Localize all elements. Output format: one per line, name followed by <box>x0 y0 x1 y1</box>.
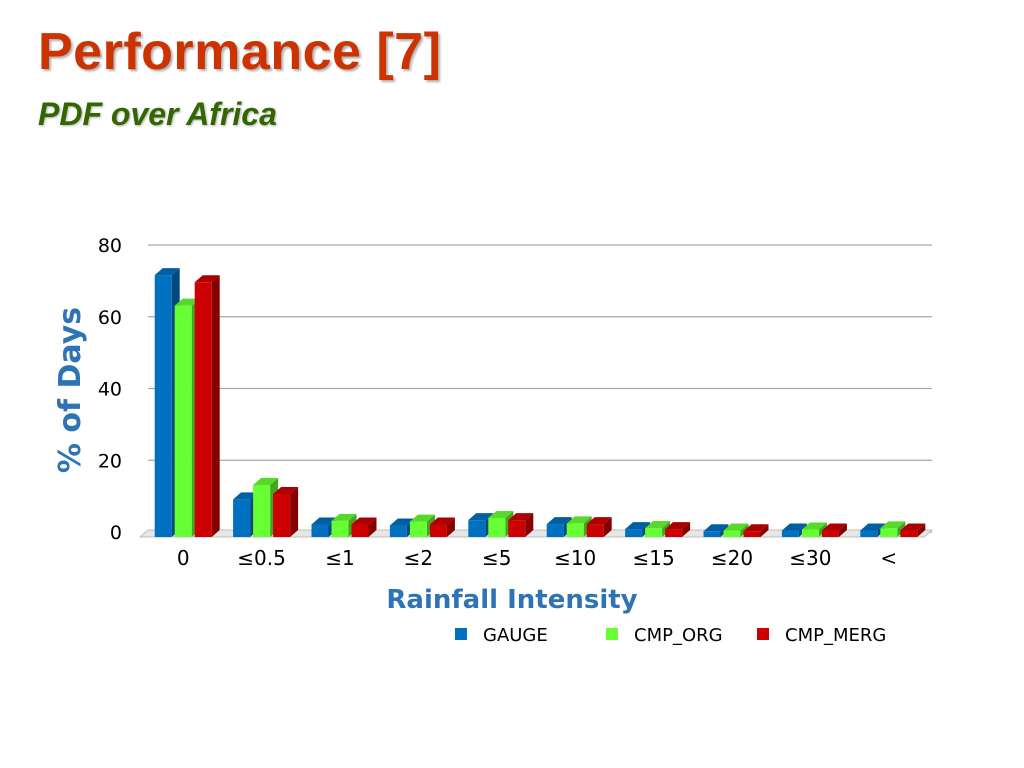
x-tick-label: ≤10 <box>554 546 596 570</box>
legend-label: CMP_ORG <box>634 625 723 646</box>
y-tick-label: 60 <box>98 307 122 329</box>
x-tick-label: ≤0.5 <box>237 546 286 570</box>
legend-swatch <box>455 628 467 640</box>
x-tick-label: 0 <box>177 546 190 570</box>
x-tick-label: ≤15 <box>632 546 674 570</box>
bar-cmp-merg <box>273 486 299 537</box>
bar-cmp-merg <box>821 523 847 537</box>
y-tick-label: 40 <box>98 379 122 401</box>
x-tick-label: ≤30 <box>789 546 831 570</box>
y-axis-ticks: 0 20 40 60 80 <box>98 235 122 544</box>
legend: GAUGE CMP_ORG CMP_MERG <box>455 625 886 646</box>
y-axis-title: % of Days <box>53 307 88 473</box>
legend-swatch <box>757 628 769 640</box>
legend-swatch <box>606 628 618 640</box>
bar-cmp-merg <box>900 523 926 537</box>
bar-cmp-merg <box>586 517 612 537</box>
x-axis-ticks: 0 ≤0.5 ≤1 ≤2 ≤5 ≤10 ≤15 ≤20 ≤30 < <box>177 546 897 570</box>
bar-cmp-merg <box>508 513 534 537</box>
x-tick-label: < <box>880 546 897 570</box>
legend-label: GAUGE <box>483 625 548 646</box>
y-tick-label: 20 <box>98 450 122 472</box>
bar-cmp-merg <box>194 275 220 537</box>
bar-cmp-org <box>880 521 906 537</box>
y-tick-label: 0 <box>110 522 122 544</box>
x-tick-label: ≤1 <box>325 546 354 570</box>
bar-cmp-merg <box>665 522 691 537</box>
x-tick-label: ≤5 <box>482 546 511 570</box>
bar-cmp-merg <box>743 524 769 537</box>
x-axis-title: Rainfall Intensity <box>386 585 637 615</box>
y-tick-label: 80 <box>98 235 122 257</box>
slide-title: Performance [7] <box>38 23 442 81</box>
bar-cmp-merg <box>351 517 377 537</box>
x-tick-label: ≤20 <box>711 546 753 570</box>
slide-subtitle: PDF over Africa <box>38 96 277 132</box>
legend-label: CMP_MERG <box>785 625 886 646</box>
bar-cmp-org <box>723 523 749 537</box>
bar-cmp-merg <box>429 517 455 537</box>
bars <box>154 268 926 537</box>
x-tick-label: ≤2 <box>404 546 433 570</box>
